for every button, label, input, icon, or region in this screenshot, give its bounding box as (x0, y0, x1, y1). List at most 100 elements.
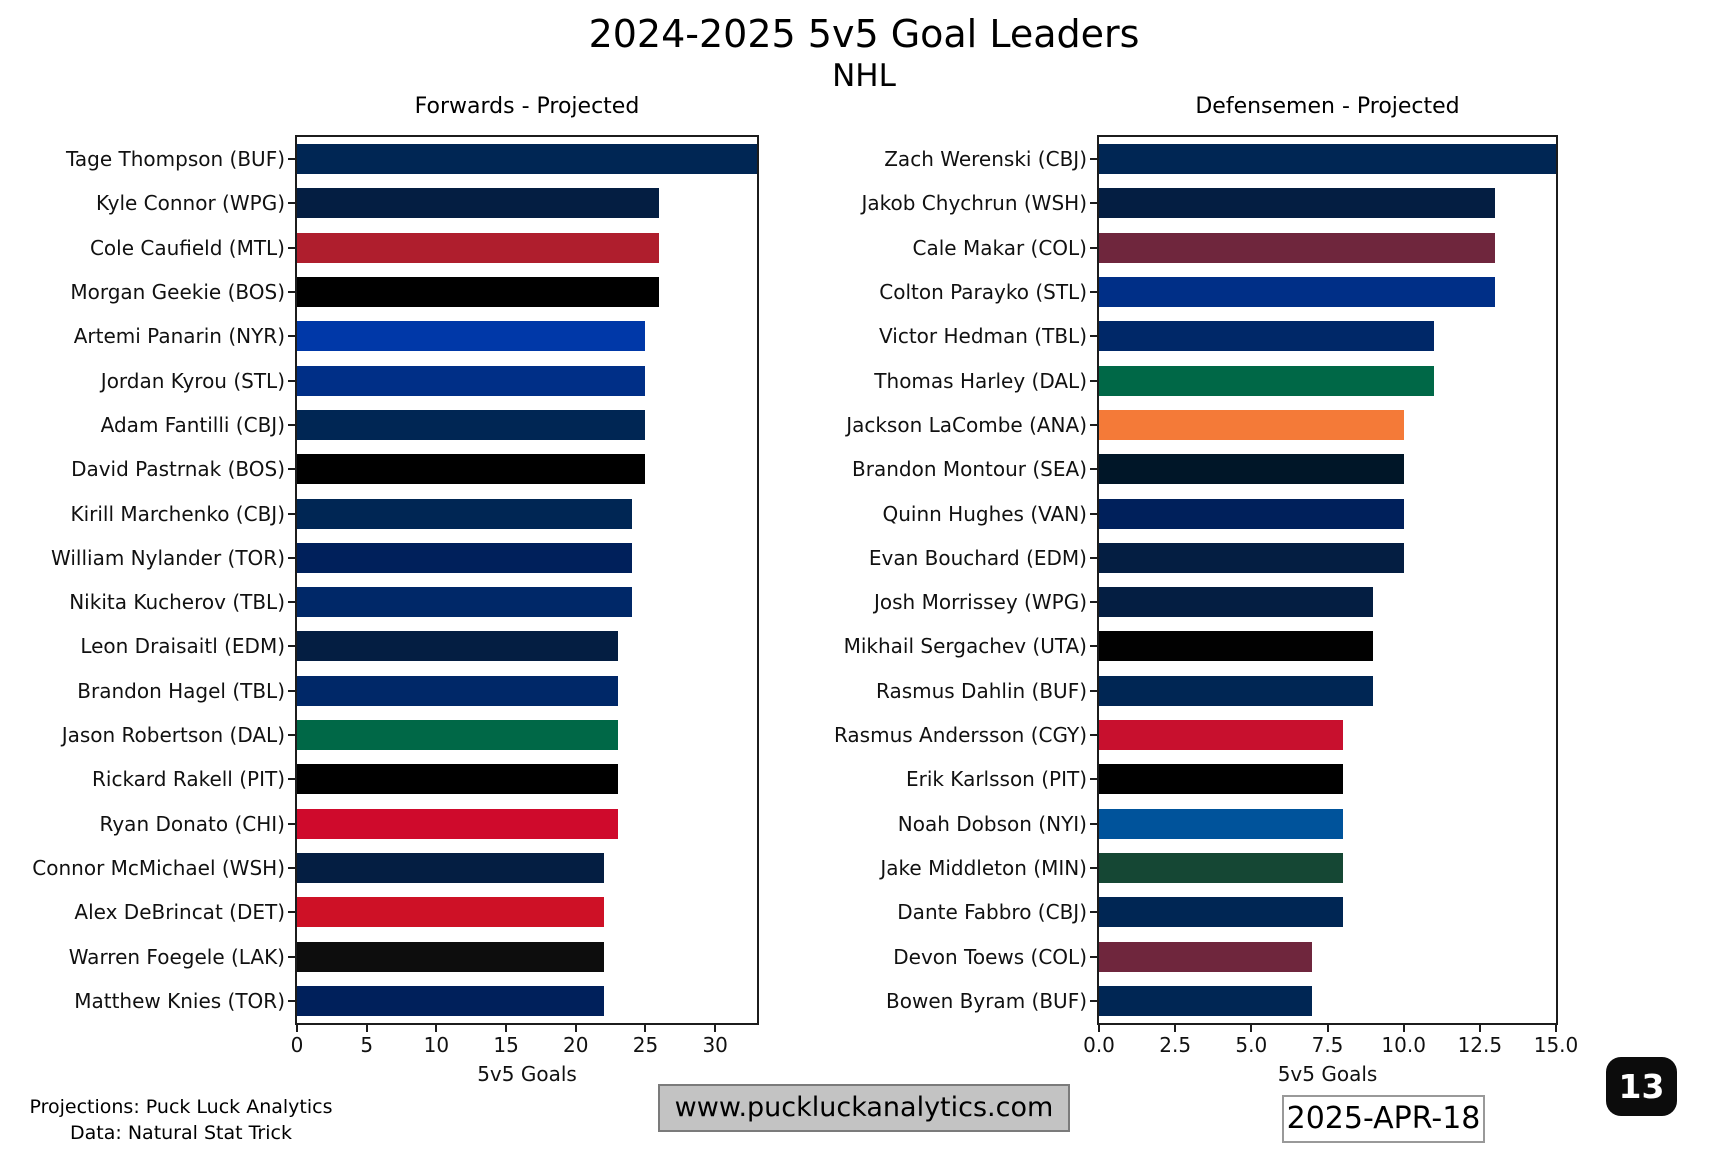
y-tick (1090, 601, 1099, 604)
x-tick-label: 10.0 (1381, 1033, 1426, 1057)
page-number-badge: 13 (1606, 1057, 1677, 1116)
y-tick (288, 601, 297, 604)
player-label: Leon Draisaitl (EDM) (80, 634, 285, 659)
y-tick (288, 379, 297, 382)
bar (1099, 144, 1556, 175)
bar (297, 498, 632, 529)
forwards-chart-title: Forwards - Projected (414, 94, 640, 119)
x-tick (1326, 1024, 1329, 1032)
x-tick (365, 1024, 368, 1032)
bar (1099, 587, 1374, 618)
x-tick (714, 1024, 717, 1032)
player-label: Cole Caufield (MTL) (89, 235, 285, 260)
y-tick (1090, 999, 1099, 1002)
player-label: Brandon Montour (SEA) (852, 457, 1087, 482)
bar (1099, 764, 1343, 795)
bar (297, 587, 632, 618)
x-tick (1098, 1024, 1100, 1032)
y-tick (288, 158, 297, 161)
y-tick (288, 778, 297, 781)
player-label: Jake Middleton (MIN) (880, 855, 1087, 880)
player-label: Dante Fabbro (CBJ) (897, 900, 1087, 925)
player-label: Connor McMichael (WSH) (32, 855, 285, 880)
bar (1099, 321, 1435, 352)
bar (297, 897, 604, 928)
bar (1099, 188, 1496, 219)
x-tick (1250, 1024, 1253, 1032)
x-tick-label: 5.0 (1235, 1033, 1268, 1057)
player-label: Matthew Knies (TOR) (74, 988, 285, 1013)
x-tick (1402, 1024, 1405, 1032)
x-tick-label: 0.0 (1083, 1033, 1115, 1057)
bar (1099, 852, 1343, 883)
y-tick (288, 291, 297, 294)
player-label: Kyle Connor (WPG) (95, 191, 285, 216)
player-label: Kirill Marchenko (CBJ) (70, 501, 285, 526)
player-label: Noah Dobson (NYI) (897, 811, 1087, 836)
player-label: Devon Toews (COL) (893, 944, 1087, 969)
bar (297, 720, 618, 751)
bar (1099, 454, 1404, 485)
page-title: 2024-2025 5v5 Goal Leaders (588, 12, 1140, 56)
y-tick (288, 866, 297, 869)
y-tick (288, 645, 297, 648)
player-label: Warren Foegele (LAK) (68, 944, 285, 969)
player-label: Cale Makar (COL) (912, 235, 1087, 260)
bar (297, 808, 618, 839)
player-label: Morgan Geekie (BOS) (70, 280, 285, 305)
bar (297, 188, 660, 219)
y-tick (1090, 158, 1099, 161)
player-label: Artemi Panarin (NYR) (73, 324, 285, 349)
bar (297, 277, 660, 308)
bar (297, 542, 632, 573)
credits-line-data: Data: Natural Stat Trick (70, 1122, 292, 1144)
bar (297, 631, 618, 662)
player-label: David Pastrnak (BOS) (71, 457, 285, 482)
y-tick (1090, 689, 1099, 692)
y-tick (288, 556, 297, 559)
x-tick (1555, 1024, 1557, 1032)
x-tick-label: 20 (563, 1033, 589, 1057)
y-tick (1090, 468, 1099, 471)
bar (1099, 941, 1313, 972)
y-tick (1090, 379, 1099, 382)
player-label: Rickard Rakell (PIT) (92, 767, 285, 792)
y-tick (1090, 202, 1099, 205)
y-tick (288, 335, 297, 338)
x-tick-label: 12.5 (1457, 1033, 1503, 1057)
forwards-plot-box (295, 135, 759, 1025)
player-label: Nikita Kucherov (TBL) (69, 590, 285, 615)
y-tick (1090, 778, 1099, 781)
y-tick (288, 512, 297, 515)
player-label: Jordan Kyrou (STL) (100, 368, 285, 393)
bar (297, 675, 618, 706)
player-label: Rasmus Dahlin (BUF) (875, 678, 1087, 703)
x-tick (1478, 1024, 1481, 1032)
player-label: Tage Thompson (BUF) (66, 147, 285, 172)
player-label: William Nylander (TOR) (51, 545, 285, 570)
bar (297, 941, 604, 972)
y-tick (1090, 291, 1099, 294)
player-label: Erik Karlsson (PIT) (905, 767, 1087, 792)
y-tick (1090, 246, 1099, 249)
bar (297, 321, 646, 352)
player-label: Jason Robertson (DAL) (61, 723, 285, 748)
player-label: Zach Werenski (CBJ) (884, 147, 1087, 172)
y-tick (1090, 423, 1099, 426)
bar (1099, 232, 1496, 263)
defensemen-x-axis-label: 5v5 Goals (1277, 1062, 1378, 1086)
bar (1099, 498, 1404, 529)
bar (1099, 365, 1435, 396)
player-label: Jackson LaCombe (ANA) (846, 412, 1087, 437)
defensemen-chart-title: Defensemen - Projected (1195, 94, 1460, 119)
x-tick (1174, 1024, 1177, 1032)
bar (297, 764, 618, 795)
x-tick-label: 0 (290, 1033, 304, 1057)
bar (1099, 631, 1374, 662)
player-label: Rasmus Andersson (CGY) (833, 723, 1087, 748)
bar (1099, 985, 1313, 1016)
bar (1099, 808, 1343, 839)
x-tick (574, 1024, 577, 1032)
y-tick (288, 423, 297, 426)
